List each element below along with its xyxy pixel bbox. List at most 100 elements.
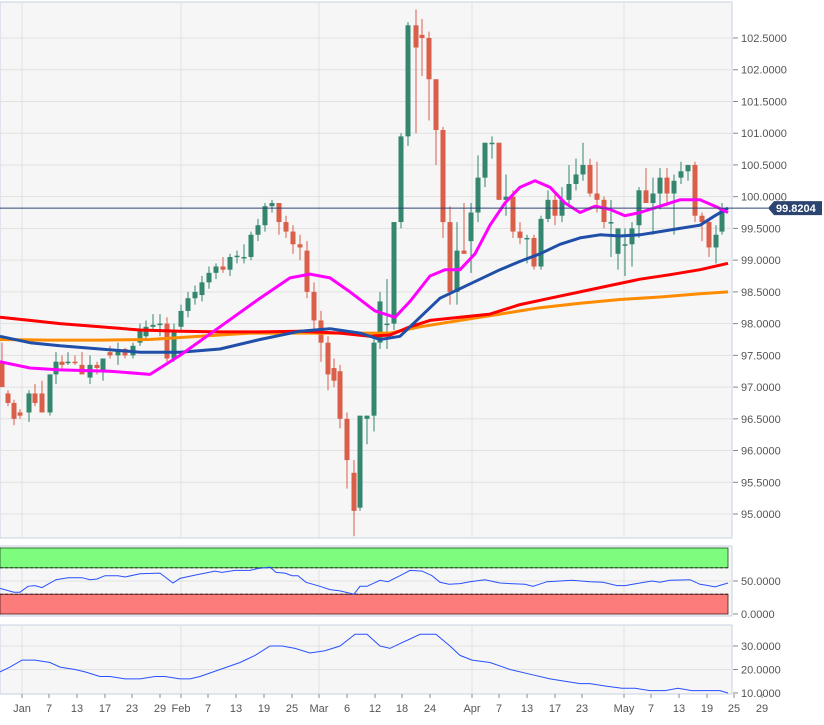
price-tick-label: 96.5000	[741, 414, 781, 426]
candle	[384, 323, 390, 326]
candle	[566, 183, 572, 200]
candle	[351, 472, 357, 511]
candle	[503, 196, 509, 200]
candle	[59, 361, 65, 365]
candle	[255, 225, 261, 235]
time-tick-label: 7	[496, 703, 502, 715]
candle	[357, 415, 363, 508]
price-tick-label: 99.5000	[741, 223, 781, 235]
price-tick-label: 101.5000	[741, 96, 787, 108]
time-tick-label: 29	[154, 703, 166, 715]
time-tick-label: 7	[205, 703, 211, 715]
candle	[227, 256, 233, 270]
ma-line	[0, 261, 729, 338]
candle	[650, 193, 656, 204]
candle	[11, 402, 17, 419]
candle	[468, 212, 474, 242]
oscillator-tick-label: 0.0000	[741, 609, 775, 621]
time-tick-label: Mar	[310, 703, 329, 715]
candle	[391, 222, 397, 324]
candle	[234, 255, 240, 258]
candle	[220, 266, 226, 270]
indicator-tick-label: 20.0000	[741, 665, 781, 677]
time-tick-label: 23	[126, 703, 138, 715]
candle	[601, 199, 607, 223]
candle	[65, 361, 71, 364]
time-tick-label: May	[614, 703, 635, 715]
time-tick-label: 7	[46, 703, 52, 715]
moving-average-lines	[0, 179, 729, 376]
candle	[337, 371, 343, 419]
time-tick-label: 6	[344, 703, 350, 715]
overbought-band	[0, 547, 729, 569]
candle	[297, 244, 303, 248]
time-tick-label: 24	[424, 703, 436, 715]
indicator-axis: 30.0000 20.0000 10.0000	[733, 641, 781, 700]
indicator-line	[0, 633, 729, 694]
current-price-value: 99.8204	[776, 203, 817, 215]
price-tick-label: 98.0000	[741, 319, 781, 331]
candle	[398, 136, 404, 223]
price-tick-label: 95.0000	[741, 509, 781, 521]
candle	[496, 142, 502, 200]
candle	[371, 342, 377, 416]
candle	[580, 164, 586, 175]
candle	[489, 142, 495, 145]
candle	[72, 361, 78, 364]
candle	[17, 412, 23, 416]
candle	[304, 250, 310, 292]
candle	[39, 393, 45, 413]
time-tick-label: 12	[369, 703, 381, 715]
candle	[594, 193, 600, 200]
oscillator-line	[0, 566, 729, 595]
time-axis: Jan 7 13 17 23 29 Feb 7 13 19 25 Mar 6 12 18 24 Apr 7 13 17…	[13, 694, 768, 715]
indicator-tick-label: 30.0000	[741, 641, 781, 653]
candle	[699, 215, 705, 223]
candle	[115, 349, 121, 356]
grid-lines	[0, 2, 732, 694]
price-tick-label: 100.0000	[741, 192, 787, 204]
candle	[241, 256, 247, 259]
time-tick-label: 17	[549, 703, 561, 715]
ma-line	[0, 179, 729, 376]
price-tick-label: 97.0000	[741, 382, 781, 394]
candle	[447, 222, 453, 292]
candle	[100, 358, 106, 372]
price-axis: 102.5000 102.0000 101.5000 101.0000 100.5000…	[733, 33, 787, 521]
candle	[185, 298, 191, 311]
candle	[413, 25, 419, 48]
time-tick-label: 7	[648, 703, 654, 715]
candle	[311, 291, 317, 321]
candle	[573, 174, 579, 184]
current-price-tag	[768, 201, 822, 216]
candle	[657, 177, 663, 194]
time-tick-label: 17	[99, 703, 111, 715]
time-tick-label: 25	[286, 703, 298, 715]
time-tick-label: Feb	[172, 703, 191, 715]
candle	[405, 25, 411, 137]
price-tick-label: 100.5000	[741, 160, 787, 172]
indicator-panel[interactable]	[0, 624, 733, 695]
candle	[706, 222, 712, 248]
price-tick-label: 96.0000	[741, 446, 781, 458]
candle	[615, 228, 621, 254]
candlestick-series	[0, 9, 725, 537]
time-tick-label: 18	[396, 703, 408, 715]
candle	[276, 203, 282, 223]
oscillator-bands	[0, 547, 729, 615]
candle	[517, 231, 523, 238]
candle	[107, 352, 113, 356]
candle	[664, 177, 670, 194]
candle	[290, 231, 296, 245]
candle	[524, 237, 530, 240]
ma-line	[0, 206, 729, 354]
candle	[192, 291, 198, 299]
candle	[440, 130, 446, 223]
price-panel[interactable]	[0, 1, 733, 539]
candle	[213, 266, 219, 273]
candle	[262, 206, 268, 226]
candle	[331, 368, 337, 381]
candle	[269, 203, 275, 207]
